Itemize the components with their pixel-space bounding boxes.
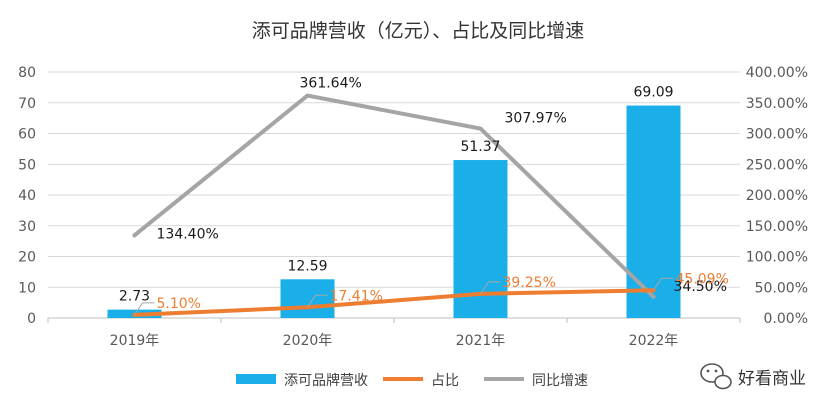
y-right-tick: 400.00% xyxy=(746,65,808,81)
y-right-tick: 100.00% xyxy=(746,250,808,266)
y-left-tick: 50 xyxy=(18,157,36,173)
watermark: 好看商业 xyxy=(700,363,806,390)
y-right-tick: 200.00% xyxy=(746,188,808,204)
y-left-tick: 30 xyxy=(18,219,36,235)
grid-lines xyxy=(48,71,740,319)
legend-label-share: 占比 xyxy=(431,373,459,389)
growth-line xyxy=(132,93,656,299)
chart-title: 添可品牌营收（亿元）、占比及同比增速 xyxy=(252,20,585,42)
revenue-label: 69.09 xyxy=(633,85,673,101)
legend-label-growth: 同比增速 xyxy=(532,373,588,389)
bars-layer xyxy=(107,105,681,318)
right-axis: 0.00% 50.00% 100.00% 150.00% 200.00% 250.00% 3… xyxy=(746,65,808,327)
x-axis: 2019年 2020年 2021年 2022年 xyxy=(47,318,741,349)
lines-layer xyxy=(132,93,656,317)
share-leader-line xyxy=(307,294,328,308)
share-line xyxy=(132,288,656,317)
share-leader-line xyxy=(134,302,155,316)
y-left-tick: 10 xyxy=(18,280,36,296)
watermark-text: 好看商业 xyxy=(738,369,806,389)
y-right-tick: 0.00% xyxy=(764,311,808,327)
y-left-tick: 0 xyxy=(27,311,36,327)
growth-label: 361.64% xyxy=(300,76,362,92)
growth-label: 307.97% xyxy=(505,111,567,127)
y-left-tick: 20 xyxy=(18,250,36,266)
growth-point xyxy=(132,233,137,238)
revenue-label: 51.37 xyxy=(460,139,500,155)
revenue-label: 2.73 xyxy=(119,289,150,305)
y-right-tick: 350.00% xyxy=(746,96,808,112)
share-label: 45.09% xyxy=(676,271,729,287)
x-tick-label: 2020年 xyxy=(283,333,333,349)
growth-point xyxy=(305,93,310,98)
legend-label-revenue: 添可品牌营收 xyxy=(284,372,368,389)
legend-swatch-revenue xyxy=(236,374,276,384)
labels-layer: 2.73 12.59 51.37 69.09 134.40% 361.64% 307.97%… xyxy=(119,76,729,316)
y-right-tick: 50.00% xyxy=(755,280,808,296)
revenue-bar xyxy=(280,279,335,318)
share-label: 17.41% xyxy=(330,288,383,304)
x-tick-label: 2021年 xyxy=(456,333,506,349)
growth-label: 134.40% xyxy=(157,226,219,242)
x-tick-label: 2022年 xyxy=(629,333,679,349)
share-leader-line xyxy=(653,277,674,291)
share-label: 39.25% xyxy=(503,275,556,291)
left-axis: 0 10 20 30 40 50 60 70 80 xyxy=(18,65,36,327)
y-right-tick: 250.00% xyxy=(746,157,808,173)
revenue-bar xyxy=(626,105,681,318)
y-left-tick: 80 xyxy=(18,65,36,81)
share-label: 5.10% xyxy=(157,296,201,312)
legend: 添可品牌营收 占比 同比增速 xyxy=(236,372,588,389)
wechat-icon xyxy=(700,363,732,390)
share-leader-line xyxy=(480,281,501,295)
y-right-tick: 300.00% xyxy=(746,127,808,143)
y-left-tick: 70 xyxy=(18,96,36,112)
x-tick-label: 2019年 xyxy=(110,333,160,349)
revenue-label: 12.59 xyxy=(287,258,327,274)
growth-point xyxy=(478,126,483,131)
growth-label: 34.50% xyxy=(674,279,727,295)
y-left-tick: 40 xyxy=(18,188,36,204)
y-left-tick: 60 xyxy=(18,127,36,143)
y-right-tick: 150.00% xyxy=(746,219,808,235)
growth-point xyxy=(651,294,656,299)
